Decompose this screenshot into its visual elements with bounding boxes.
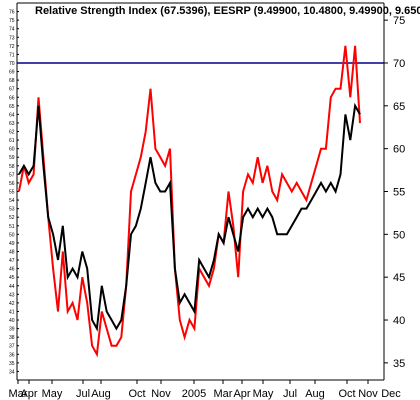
x-tick-label: Mar [214, 388, 233, 400]
left-tick-label: 60 [9, 147, 15, 153]
left-tick-label: 76 [9, 10, 15, 16]
series-rsi-line [18, 45, 361, 358]
x-tick-label: Mar [9, 388, 28, 400]
left-tick-label: 53 [9, 207, 15, 213]
x-tick-label: Oct [338, 388, 355, 400]
left-tick-label: 74 [9, 27, 15, 33]
left-tick-label: 54 [9, 198, 15, 204]
left-tick-label: 52 [9, 215, 15, 221]
x-tick-label: Jul [76, 388, 90, 400]
left-tick-label: 35 [9, 361, 15, 367]
left-ticks: 34 35 36 37 38 39 40 41 42 43 44 45 46 47 48 49 50 51 52 53… [9, 10, 19, 375]
right-tick-label: 70 [393, 58, 405, 70]
x-tick-label: May [42, 388, 63, 400]
left-tick-label: 46 [9, 267, 15, 273]
right-tick-label: 55 [393, 187, 405, 199]
left-tick-label: 36 [9, 352, 15, 358]
x-tick-label: 2005 [182, 388, 206, 400]
chart-title: Relative Strength Index (67.5396), EESRP… [35, 5, 420, 17]
left-tick-label: 51 [9, 224, 15, 230]
left-tick-label: 58 [9, 164, 15, 170]
left-tick-label: 39 [9, 327, 15, 333]
x-tick-label: Apr [233, 388, 250, 400]
x-tick-label: Dec [381, 388, 401, 400]
left-tick-label: 56 [9, 181, 15, 187]
left-tick-label: 71 [9, 52, 15, 58]
left-tick-label: 72 [9, 44, 15, 50]
left-tick-label: 59 [9, 155, 15, 161]
left-tick-label: 44 [9, 284, 15, 290]
left-tick-label: 66 [9, 95, 15, 101]
right-tick-label: 50 [393, 229, 405, 241]
right-tick-label: 35 [393, 358, 405, 370]
x-tick-label: Apr [20, 388, 37, 400]
left-tick-label: 63 [9, 121, 15, 127]
right-tick-label: 65 [393, 101, 405, 113]
left-tick-label: 34 [9, 369, 15, 375]
left-tick-label: 43 [9, 292, 15, 298]
left-tick-label: 64 [9, 112, 15, 118]
left-tick-label: 47 [9, 258, 15, 264]
x-tick-label: Aug [305, 388, 325, 400]
left-tick-label: 65 [9, 104, 15, 110]
left-tick-label: 68 [9, 78, 15, 84]
x-tick-label: Jul [283, 388, 297, 400]
right-tick-label: 75 [393, 15, 405, 27]
x-tick-label: May [253, 388, 274, 400]
left-tick-label: 42 [9, 301, 15, 307]
left-tick-label: 55 [9, 190, 15, 196]
left-tick-label: 67 [9, 87, 15, 93]
x-tick-label: Oct [128, 388, 145, 400]
left-tick-label: 69 [9, 70, 15, 76]
right-tick-label: 60 [393, 144, 405, 156]
left-tick-label: 75 [9, 18, 15, 24]
left-tick-label: 62 [9, 130, 15, 136]
left-tick-label: 50 [9, 232, 15, 238]
right-tick-label: 45 [393, 272, 405, 284]
left-tick-label: 40 [9, 318, 15, 324]
right-tick-label: 40 [393, 315, 405, 327]
left-tick-label: 61 [9, 138, 15, 144]
left-tick-label: 41 [9, 309, 15, 315]
left-tick-label: 38 [9, 335, 15, 341]
left-tick-label: 57 [9, 172, 15, 178]
left-tick-label: 70 [9, 61, 15, 67]
right-ticks: 35 40 45 50 55 60 65 70 75 [384, 15, 405, 370]
left-tick-label: 73 [9, 35, 15, 41]
left-tick-label: 48 [9, 249, 15, 255]
left-tick-label: 37 [9, 344, 15, 350]
x-tick-label: Aug [91, 388, 111, 400]
left-tick-label: 45 [9, 275, 15, 281]
x-tick-label: Nov [358, 388, 378, 400]
series-average-line [18, 102, 361, 332]
left-tick-label: 49 [9, 241, 15, 247]
x-tick-label: Nov [151, 388, 171, 400]
